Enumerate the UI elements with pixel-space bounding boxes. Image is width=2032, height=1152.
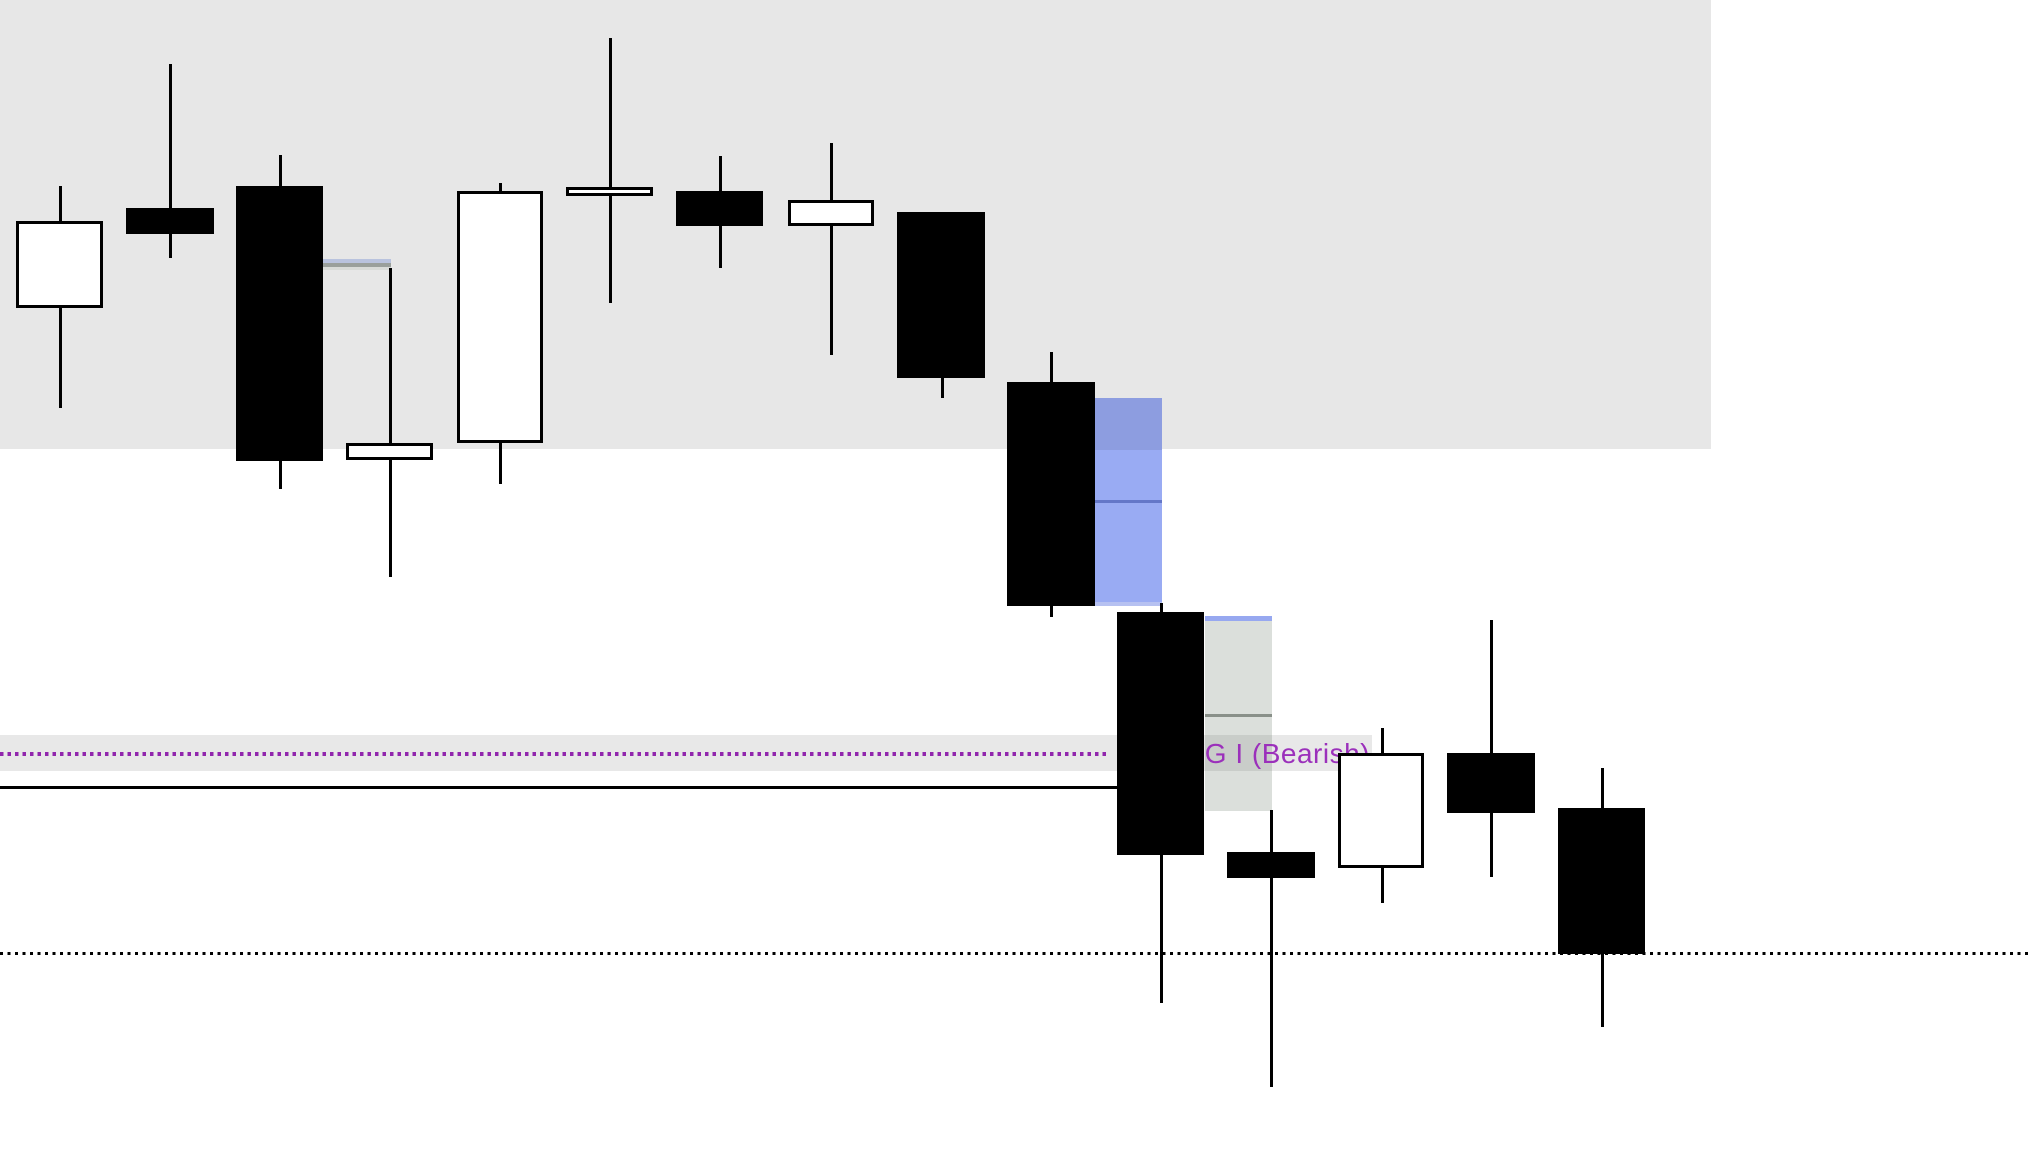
bull-candle-body — [1338, 753, 1424, 868]
bear-candle-body — [1227, 852, 1315, 878]
bull-candle-body — [566, 187, 653, 196]
bear-candle-wick — [1270, 810, 1273, 1087]
black-solid-level-line — [0, 786, 1117, 789]
bull-candle-body — [457, 191, 543, 443]
zone-rect — [1095, 500, 1162, 503]
bull-candle-wick — [389, 268, 392, 577]
zone-rect — [323, 267, 391, 270]
bear-candle-body — [897, 212, 985, 378]
zone-rect — [1205, 714, 1272, 717]
bear-candle-body — [236, 186, 323, 461]
bear-candle-wick — [169, 64, 172, 258]
bull-candle-wick — [830, 143, 833, 355]
bull-candle-body — [346, 443, 433, 460]
bear-candle-body — [1447, 753, 1535, 813]
bull-candle-body — [788, 200, 874, 226]
zone-rect — [1095, 602, 1162, 606]
zone-rect — [1205, 616, 1272, 621]
bull-candle-wick — [609, 38, 612, 303]
bear-candle-wick — [1490, 620, 1493, 877]
zone-rect — [1095, 450, 1162, 602]
bear-candle-body — [1007, 382, 1095, 606]
purple-dotted-level-line — [0, 752, 1110, 756]
zone-rect — [323, 259, 391, 263]
zone-rect — [1095, 398, 1162, 450]
bear-candle-body — [126, 208, 214, 234]
black-dotted-level-line — [0, 952, 2032, 955]
zone-rect — [323, 263, 391, 267]
bear-candle-body — [1117, 612, 1204, 855]
bear-candle-body — [676, 191, 763, 226]
bull-candle-body — [16, 221, 103, 308]
bear-candle-body — [1558, 808, 1645, 954]
